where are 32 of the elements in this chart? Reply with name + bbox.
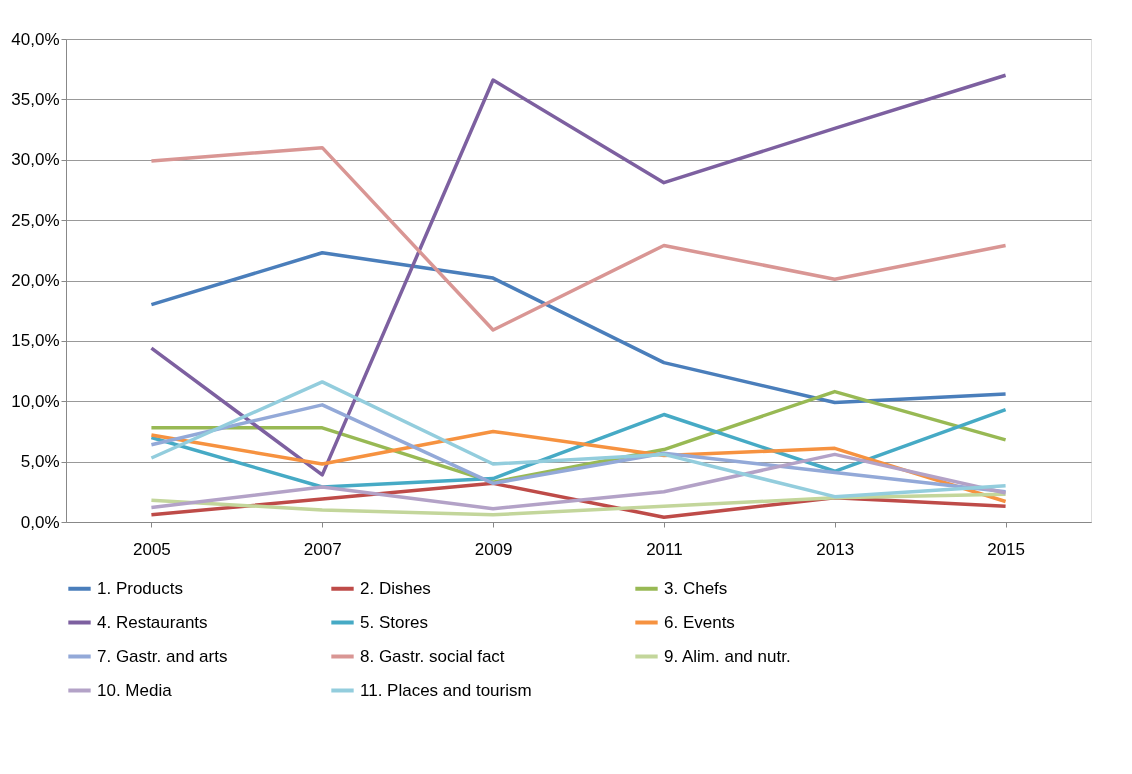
legend-label: 1. Products — [97, 578, 183, 598]
x-tick-label: 2013 — [816, 539, 855, 559]
y-tick-label: 20,0% — [11, 271, 60, 290]
x-tick-label: 2009 — [474, 539, 513, 559]
line-series — [149, 452, 1008, 511]
legend-label: 4. Restaurants — [97, 612, 208, 632]
y-tick-label: 35,0% — [11, 89, 60, 109]
line-series — [149, 492, 1008, 517]
line-series — [149, 145, 1008, 332]
y-tick-label: 30,0% — [11, 150, 60, 170]
line-series — [149, 73, 1008, 477]
y-tick-label: 0,0% — [20, 512, 60, 532]
legend-label: 2. Dishes — [360, 578, 431, 598]
y-tick-label: 40,0% — [11, 29, 60, 49]
legend-label: 9. Alim. and nutr. — [664, 646, 791, 666]
y-tick-label: 5,0% — [20, 452, 60, 472]
line-series — [149, 380, 1008, 499]
x-tick-label: 2011 — [646, 539, 683, 559]
x-tick-label: 2015 — [987, 539, 1025, 559]
y-tick-label: 25,0% — [11, 210, 60, 230]
legend-label: 10. Media — [97, 680, 173, 700]
legend-label: 6. Events — [664, 612, 735, 632]
line-series — [149, 250, 1008, 405]
x-tick-label: 2005 — [133, 539, 171, 559]
x-tick-label: 2007 — [303, 539, 342, 559]
legend-label: 7. Gastr. and arts — [97, 646, 228, 666]
legend-label: 8. Gastr. social fact — [360, 646, 505, 666]
y-tick-label: 10,0% — [11, 391, 60, 411]
legend-label: 5. Stores — [360, 612, 429, 632]
legend-label: 3. Chefs — [664, 578, 728, 598]
legend-label: 11. Places and tourism — [360, 680, 532, 700]
y-tick-label: 15,0% — [11, 331, 60, 351]
